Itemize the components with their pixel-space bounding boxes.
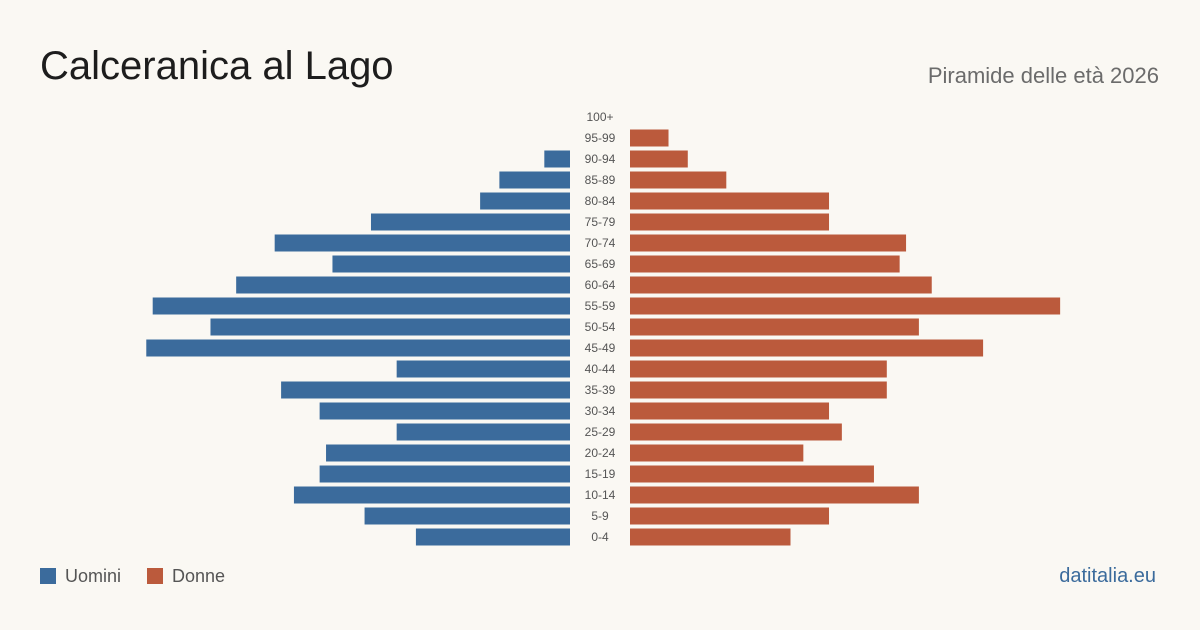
bar-women-70-74 [630, 234, 907, 252]
bar-women-40-44 [630, 360, 887, 378]
bar-women-90-94 [630, 150, 688, 168]
legend-label-men: Uomini [65, 566, 122, 586]
bar-men-30-34 [319, 402, 570, 420]
page-subtitle: Piramide delle età 2026 [927, 63, 1159, 88]
bar-men-70-74 [274, 234, 570, 252]
age-label-5-9: 5-9 [591, 509, 609, 523]
bar-women-45-49 [630, 339, 984, 357]
bar-women-75-79 [630, 213, 830, 231]
legend-swatch-women [147, 568, 164, 584]
bar-women-80-84 [630, 192, 830, 210]
bar-women-20-24 [630, 444, 804, 462]
bar-men-90-94 [544, 150, 570, 168]
age-label-90-94: 90-94 [585, 152, 616, 166]
bar-men-45-49 [146, 339, 570, 357]
age-label-10-14: 10-14 [585, 488, 616, 502]
age-label-80-84: 80-84 [585, 194, 616, 208]
age-label-0-4: 0-4 [591, 530, 609, 544]
age-label-65-69: 65-69 [585, 257, 616, 271]
age-label-25-29: 25-29 [585, 425, 616, 439]
bar-men-0-4 [415, 528, 570, 546]
bar-women-55-59 [630, 297, 1061, 315]
age-label-20-24: 20-24 [585, 446, 616, 460]
bar-men-55-59 [152, 297, 570, 315]
legend-label-women: Donne [172, 566, 226, 586]
bar-men-80-84 [480, 192, 570, 210]
age-label-35-39: 35-39 [585, 383, 616, 397]
bar-women-50-54 [630, 318, 919, 336]
bar-women-85-89 [630, 171, 727, 189]
bar-women-5-9 [630, 507, 830, 525]
age-label-100plus: 100+ [586, 110, 613, 124]
bar-men-25-29 [396, 423, 570, 441]
age-label-40-44: 40-44 [585, 362, 616, 376]
age-label-15-19: 15-19 [585, 467, 616, 481]
bar-women-25-29 [630, 423, 842, 441]
legend: Uomini Donne [40, 563, 251, 589]
age-label-75-79: 75-79 [585, 215, 616, 229]
age-label-50-54: 50-54 [585, 320, 616, 334]
age-label-30-34: 30-34 [585, 404, 616, 418]
age-label-55-59: 55-59 [585, 299, 616, 313]
bar-men-5-9 [364, 507, 570, 525]
page-title: Calceranica al Lago [40, 44, 394, 88]
bar-men-15-19 [319, 465, 570, 483]
bar-men-20-24 [326, 444, 570, 462]
bar-women-0-4 [630, 528, 791, 546]
bar-men-85-89 [499, 171, 570, 189]
legend-item-men: Uomini [40, 563, 121, 589]
bar-women-65-69 [630, 255, 900, 273]
age-label-95-99: 95-99 [585, 131, 616, 145]
bar-women-95-99 [630, 129, 669, 147]
bar-women-15-19 [630, 465, 874, 483]
age-label-70-74: 70-74 [585, 236, 616, 250]
age-label-45-49: 45-49 [585, 341, 616, 355]
bar-women-35-39 [630, 381, 887, 399]
bar-men-75-79 [370, 213, 570, 231]
age-label-85-89: 85-89 [585, 173, 616, 187]
age-label-60-64: 60-64 [585, 278, 616, 292]
bar-women-30-34 [630, 402, 830, 420]
legend-item-women: Donne [147, 563, 225, 589]
bar-women-10-14 [630, 486, 919, 504]
bar-men-35-39 [281, 381, 570, 399]
bar-men-10-14 [293, 486, 570, 504]
brand-link[interactable]: datitalia.eu [1059, 565, 1156, 587]
bar-women-60-64 [630, 276, 932, 294]
bar-men-65-69 [332, 255, 570, 273]
bar-men-60-64 [236, 276, 570, 294]
legend-swatch-men [40, 568, 56, 584]
bar-men-40-44 [396, 360, 570, 378]
bar-men-50-54 [210, 318, 571, 336]
